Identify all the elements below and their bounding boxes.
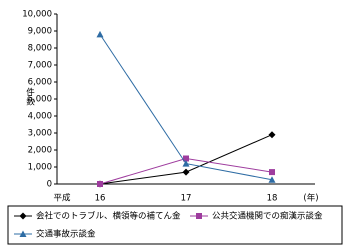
legend-label: 交通事故示談金 xyxy=(36,229,96,240)
x-suffix: (年) xyxy=(303,193,318,204)
marker xyxy=(96,30,104,38)
marker xyxy=(182,168,190,176)
y-tick-label: 10,000 xyxy=(22,10,52,20)
y-tick-label: 2,000 xyxy=(28,146,52,156)
y-tick-label: 3,000 xyxy=(28,129,52,139)
x-tick-label: 16 xyxy=(95,194,106,204)
legend-label: 会社でのトラブル、横領等の補てん金 xyxy=(36,211,181,222)
y-tick-label: 1,000 xyxy=(28,163,52,173)
legend-box xyxy=(7,205,343,245)
y-tick-label: 4,000 xyxy=(28,112,52,122)
legend-marker xyxy=(196,213,202,219)
y-tick-label: 5,000 xyxy=(28,95,52,105)
x-tick-label: 18 xyxy=(267,194,278,204)
marker xyxy=(269,169,275,176)
x-tick-label: 17 xyxy=(181,194,192,204)
y-tick-label: 0 xyxy=(47,180,52,190)
y-tick-label: 7,000 xyxy=(28,61,52,71)
x-prefix: 平成 xyxy=(53,193,71,204)
legend-label: 公共交通機関での痴漢示談金 xyxy=(212,211,323,222)
marker xyxy=(183,155,189,162)
legend-marker xyxy=(19,212,27,220)
legend-marker xyxy=(19,230,27,237)
y-tick-label: 9,000 xyxy=(28,27,52,37)
y-tick-label: 6,000 xyxy=(28,78,52,88)
y-tick-label: 8,000 xyxy=(28,44,52,54)
marker xyxy=(182,160,190,167)
marker xyxy=(268,131,276,139)
marker xyxy=(97,181,103,187)
marker xyxy=(268,176,276,183)
y-axis-label: 件数 xyxy=(25,87,35,107)
